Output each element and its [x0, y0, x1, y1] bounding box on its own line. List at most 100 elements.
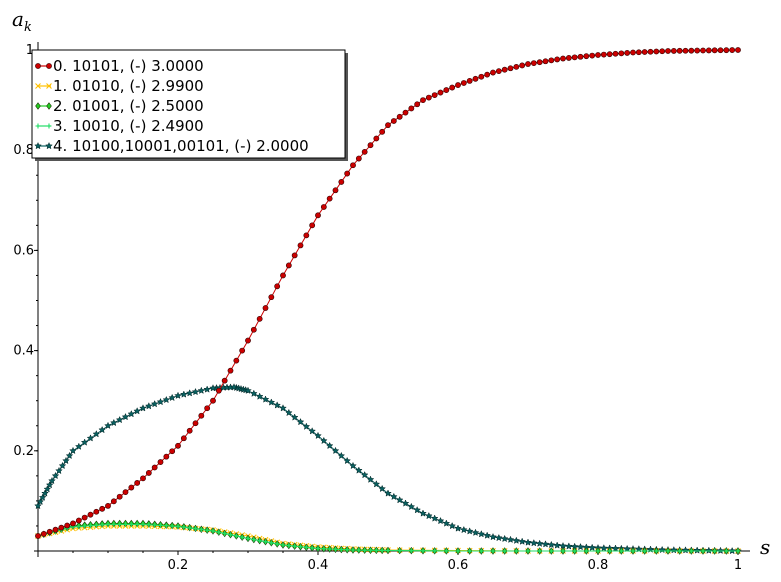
series-marker — [216, 529, 222, 535]
data-point — [489, 532, 497, 541]
series-marker — [55, 466, 63, 475]
data-point — [560, 55, 566, 62]
series-marker — [169, 523, 175, 529]
series-marker — [326, 195, 333, 202]
legend-marker — [35, 83, 41, 89]
series-marker — [395, 496, 404, 504]
series-marker — [38, 493, 47, 501]
series-marker — [204, 527, 210, 533]
data-point — [105, 521, 111, 527]
series-marker — [659, 48, 666, 55]
series-marker — [321, 546, 327, 552]
series-marker — [74, 442, 83, 450]
series-marker — [297, 242, 304, 249]
series-marker — [548, 548, 554, 554]
series-marker — [716, 546, 725, 555]
data-point — [48, 476, 56, 485]
series-marker — [448, 521, 457, 530]
y-axis-label-main: a — [12, 7, 24, 31]
data-point — [315, 545, 321, 551]
series-marker — [197, 386, 206, 394]
series-marker — [249, 389, 258, 397]
series-marker — [157, 459, 164, 465]
series-marker — [379, 128, 386, 135]
series-marker — [331, 446, 340, 455]
series-marker — [180, 435, 187, 442]
series-marker — [618, 548, 624, 554]
series-marker — [653, 48, 660, 55]
series-marker — [98, 425, 107, 434]
series-marker — [583, 548, 589, 554]
data-point — [105, 503, 111, 509]
series-marker — [62, 456, 70, 465]
series-marker — [198, 526, 204, 532]
data-point — [280, 272, 286, 279]
series-marker — [449, 84, 456, 91]
series-marker — [694, 47, 701, 54]
series-marker — [373, 547, 379, 553]
series-marker — [285, 262, 292, 269]
data-point — [175, 442, 181, 449]
series-marker — [618, 50, 625, 57]
data-point — [70, 520, 76, 527]
series-marker — [144, 402, 153, 410]
series-marker — [325, 441, 334, 450]
series-marker — [354, 466, 363, 474]
series-marker — [274, 283, 281, 290]
series-marker — [268, 540, 274, 546]
series-marker — [723, 47, 730, 54]
series-marker — [529, 539, 538, 547]
data-point — [665, 48, 671, 54]
series-marker — [45, 480, 54, 489]
x-tick-label: 1 — [734, 558, 742, 573]
series-marker — [40, 530, 47, 537]
series-marker — [273, 401, 282, 409]
series-marker — [467, 548, 473, 554]
series-marker — [163, 453, 170, 460]
series-marker — [460, 80, 467, 86]
series-marker — [432, 548, 438, 554]
series-marker — [192, 420, 199, 427]
x-tick-label: 0.6 — [448, 558, 469, 573]
series-marker — [641, 49, 648, 55]
series-marker — [554, 56, 561, 63]
y-tick-label: 0.6 — [13, 243, 34, 258]
series-marker — [290, 413, 299, 421]
series-marker — [459, 525, 468, 534]
series-marker — [425, 94, 432, 101]
series-marker — [250, 326, 257, 333]
series-marker — [704, 546, 713, 554]
data-point — [384, 489, 392, 497]
series-marker — [436, 516, 445, 525]
series-marker — [717, 47, 724, 54]
series-marker — [46, 528, 53, 535]
y-tick-label: 0.4 — [13, 344, 34, 359]
series-marker — [624, 50, 631, 56]
series-marker — [111, 521, 117, 527]
series-marker — [257, 538, 263, 544]
series-marker — [693, 546, 702, 554]
series-marker — [494, 533, 503, 542]
series-marker — [390, 118, 397, 124]
series-marker — [284, 408, 293, 417]
series-marker — [109, 418, 118, 427]
series-marker — [179, 390, 188, 398]
data-point — [419, 509, 427, 517]
series-marker — [64, 522, 71, 529]
series-marker — [367, 142, 374, 149]
data-point — [350, 547, 356, 553]
series-marker — [530, 60, 537, 67]
series-marker — [233, 533, 239, 539]
legend-entry-label: 2. 01001, (-) 2.5000 — [53, 97, 204, 115]
legend-marker — [45, 141, 53, 150]
data-point — [595, 548, 601, 554]
series-marker — [670, 48, 677, 54]
series-marker — [564, 542, 573, 550]
series-marker — [99, 522, 105, 528]
series-marker — [472, 75, 479, 82]
data-point — [35, 533, 41, 539]
series-marker — [286, 543, 292, 549]
series-marker — [612, 50, 619, 57]
series-marker — [43, 485, 52, 493]
series-marker — [507, 65, 514, 72]
